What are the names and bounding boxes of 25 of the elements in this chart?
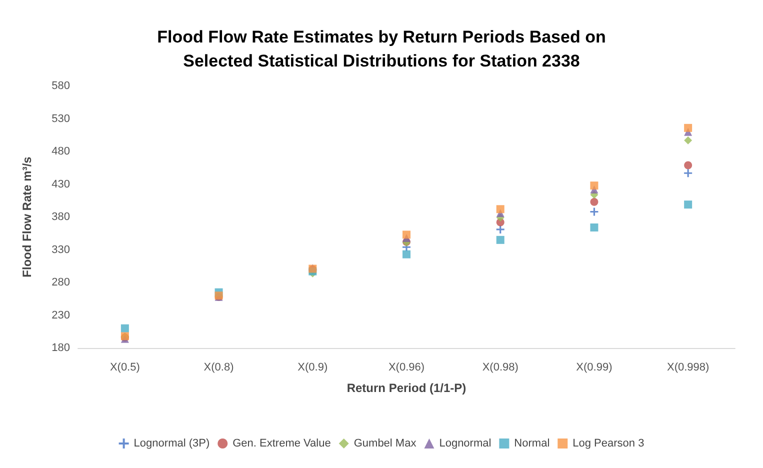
y-tick-label: 530 (52, 112, 70, 125)
x-tick-label: X(0.99) (576, 362, 612, 374)
legend-label: Gen. Extreme Value (232, 438, 331, 450)
legend-label: Gumbel Max (354, 438, 417, 450)
y-tick-label: 580 (52, 80, 70, 92)
y-tick-label: 430 (52, 178, 70, 190)
x-tick-label: X(0.998) (666, 362, 710, 374)
x-tick-label: X(0.96) (388, 362, 425, 374)
chart-title: Flood Flow Rate Estimates by Return Periods Based on Selected Statistical Distributions for Station 2338 (157, 28, 606, 70)
legend-label: Normal (514, 438, 550, 450)
x-tick-label: X(0.5) (110, 362, 140, 374)
y-axis-title: Flood Flow Rate m³/s (20, 156, 34, 278)
x-tick-label: X(0.8) (204, 362, 234, 374)
legend-label: Log Pearson 3 (572, 438, 644, 450)
y-tick-label: 230 (52, 309, 70, 322)
legend-label: Lognormal (439, 438, 492, 450)
y-tick-label: 330 (52, 244, 70, 256)
y-tick-label: 180 (52, 342, 70, 354)
x-tick-label: X(0.9) (298, 362, 328, 374)
x-tick-label: X(0.98) (482, 362, 518, 374)
legend-label: Lognormal (3P) (134, 438, 210, 450)
y-tick-label: 480 (52, 146, 70, 158)
y-tick-label: 280 (52, 276, 70, 288)
y-tick-label: 380 (52, 211, 70, 223)
x-axis-title: Return Period (1/1-P) (346, 381, 466, 395)
